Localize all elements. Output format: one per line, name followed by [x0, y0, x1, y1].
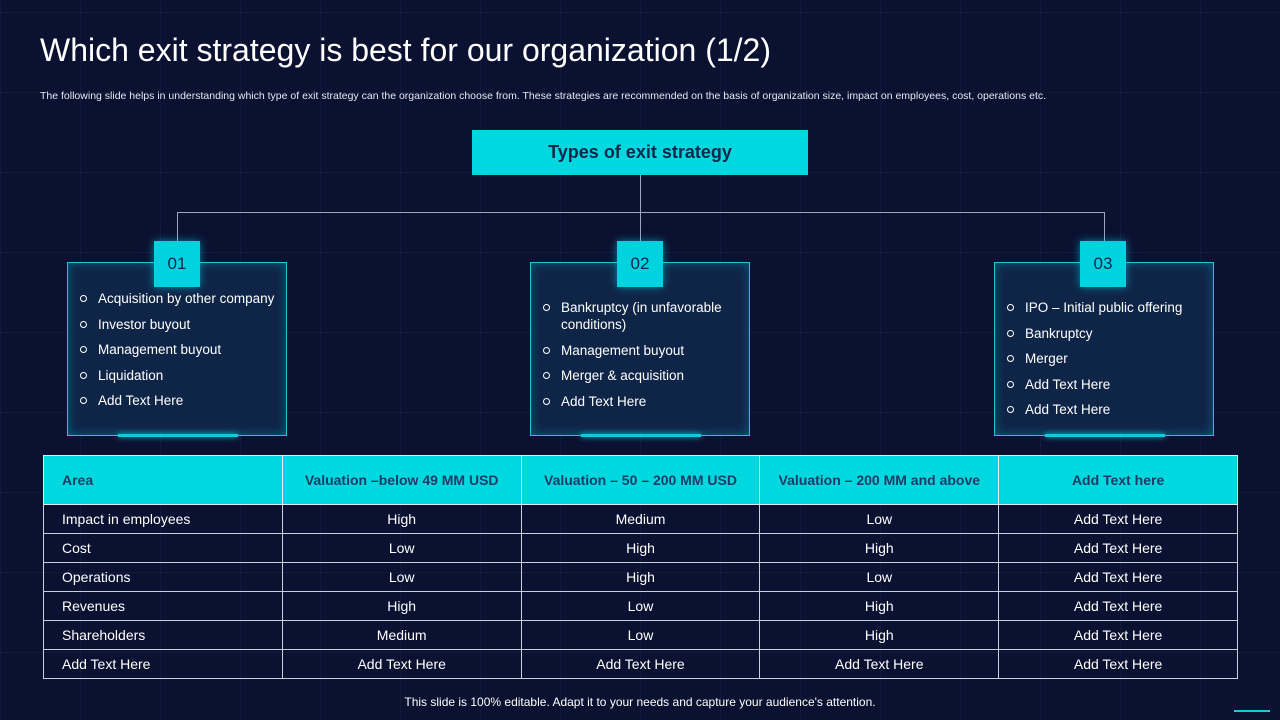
bullet-circle-icon	[80, 295, 87, 302]
bullet-circle-icon	[1007, 304, 1014, 311]
connector-center	[640, 212, 641, 241]
table-cell: High	[281, 591, 522, 621]
table-header-cell: Valuation –below 49 MM USD	[281, 455, 522, 505]
strategy-list-03: IPO – Initial public offering Bankruptcy…	[1007, 299, 1205, 427]
table-header-cell: Area	[43, 455, 283, 505]
table-row: Operations Low High Low Add Text Here	[43, 562, 1238, 592]
strategy-badge-01: 01	[154, 241, 200, 287]
table-cell: Add Text Here	[998, 649, 1238, 679]
page-title: Which exit strategy is best for our orga…	[40, 32, 771, 68]
strategy-badge-03: 03	[1080, 241, 1126, 287]
table-cell: Add Text Here	[998, 620, 1238, 650]
table-cell: Add Text Here	[998, 504, 1238, 534]
bullet-circle-icon	[80, 346, 87, 353]
list-item: Merger & acquisition	[543, 367, 741, 384]
list-item: Add Text Here	[80, 392, 278, 409]
table-cell: Add Text Here	[43, 649, 283, 679]
bullet-circle-icon	[1007, 406, 1014, 413]
connector-vertical-main	[640, 175, 641, 212]
table-cell: Operations	[43, 562, 283, 592]
table-cell: Add Text Here	[520, 649, 761, 679]
bullet-circle-icon	[1007, 380, 1014, 388]
bullet-circle-icon	[543, 346, 550, 354]
page-subtitle: The following slide helps in understandi…	[40, 90, 1047, 102]
bullet-circle-icon	[1007, 329, 1014, 337]
table-cell: Add Text Here	[998, 591, 1238, 621]
list-item: Add Text Here	[1007, 376, 1205, 393]
connector-left	[177, 212, 178, 241]
table-cell: Shareholders	[43, 620, 283, 650]
list-item: Management buyout	[80, 341, 278, 358]
list-item: Add Text Here	[1007, 401, 1205, 418]
list-item: Bankruptcy (in unfavorable conditions)	[543, 299, 741, 333]
list-item: Add Text Here	[543, 393, 741, 410]
footer-note: This slide is 100% editable. Adapt it to…	[404, 695, 876, 709]
table-cell: Add Text Here	[281, 649, 522, 679]
strategy-card-03: IPO – Initial public offering Bankruptcy…	[994, 262, 1214, 437]
bullet-circle-icon	[1007, 355, 1014, 362]
strategy-card-01: Acquisition by other company Investor bu…	[67, 262, 287, 437]
table-cell: Cost	[43, 533, 283, 563]
bullet-circle-icon	[543, 397, 550, 405]
connector-right	[1104, 212, 1105, 241]
table-cell: High	[759, 620, 1000, 650]
table-cell: Low	[759, 562, 1000, 592]
bullet-circle-icon	[80, 320, 87, 328]
table-cell: High	[520, 533, 761, 563]
list-item: Investor buyout	[80, 316, 278, 333]
strategy-badge-02: 02	[617, 241, 663, 287]
list-item: Liquidation	[80, 367, 278, 384]
table-cell: High	[759, 591, 1000, 621]
card-glow-line	[1045, 434, 1165, 437]
table-header-cell: Add Text here	[998, 455, 1238, 505]
list-item: IPO – Initial public offering	[1007, 299, 1205, 316]
card-glow-line	[581, 434, 701, 437]
list-item: Merger	[1007, 350, 1205, 367]
bullet-circle-icon	[80, 397, 87, 404]
bullet-circle-icon	[543, 304, 550, 311]
table-cell: Add Text Here	[759, 649, 1000, 679]
list-item: Acquisition by other company	[80, 290, 278, 307]
table-cell: Low	[281, 562, 522, 592]
table-row: Shareholders Medium Low High Add Text He…	[43, 620, 1238, 650]
table-header-cell: Valuation – 50 – 200 MM USD	[520, 455, 761, 505]
table-row: Impact in employees High Medium Low Add …	[43, 504, 1238, 534]
table-cell: Add Text Here	[998, 562, 1238, 592]
table-cell: Revenues	[43, 591, 283, 621]
valuation-table: Area Valuation –below 49 MM USD Valuatio…	[43, 455, 1238, 679]
bullet-circle-icon	[80, 371, 87, 379]
list-item: Bankruptcy	[1007, 325, 1205, 342]
table-cell: Impact in employees	[43, 504, 283, 534]
table-cell: High	[520, 562, 761, 592]
table-cell: High	[281, 504, 522, 534]
strategy-list-01: Acquisition by other company Investor bu…	[80, 290, 278, 418]
strategy-card-02: Bankruptcy (in unfavorable conditions) M…	[530, 262, 750, 437]
table-row: Add Text Here Add Text Here Add Text Her…	[43, 649, 1238, 679]
list-item: Management buyout	[543, 342, 741, 359]
table-row: Cost Low High High Add Text Here	[43, 533, 1238, 563]
table-cell: Low	[520, 620, 761, 650]
table-cell: Add Text Here	[998, 533, 1238, 563]
table-header-cell: Valuation – 200 MM and above	[759, 455, 1000, 505]
corner-accent-line	[1234, 710, 1270, 712]
table-row: Revenues High Low High Add Text Here	[43, 591, 1238, 621]
table-header-row: Area Valuation –below 49 MM USD Valuatio…	[43, 455, 1238, 505]
table-cell: High	[759, 533, 1000, 563]
table-cell: Low	[281, 533, 522, 563]
table-cell: Low	[759, 504, 1000, 534]
strategy-list-02: Bankruptcy (in unfavorable conditions) M…	[543, 299, 741, 418]
table-cell: Low	[520, 591, 761, 621]
table-cell: Medium	[520, 504, 761, 534]
bullet-circle-icon	[543, 372, 550, 379]
table-cell: Medium	[281, 620, 522, 650]
card-glow-line	[118, 434, 238, 437]
types-header-box: Types of exit strategy	[472, 130, 808, 175]
